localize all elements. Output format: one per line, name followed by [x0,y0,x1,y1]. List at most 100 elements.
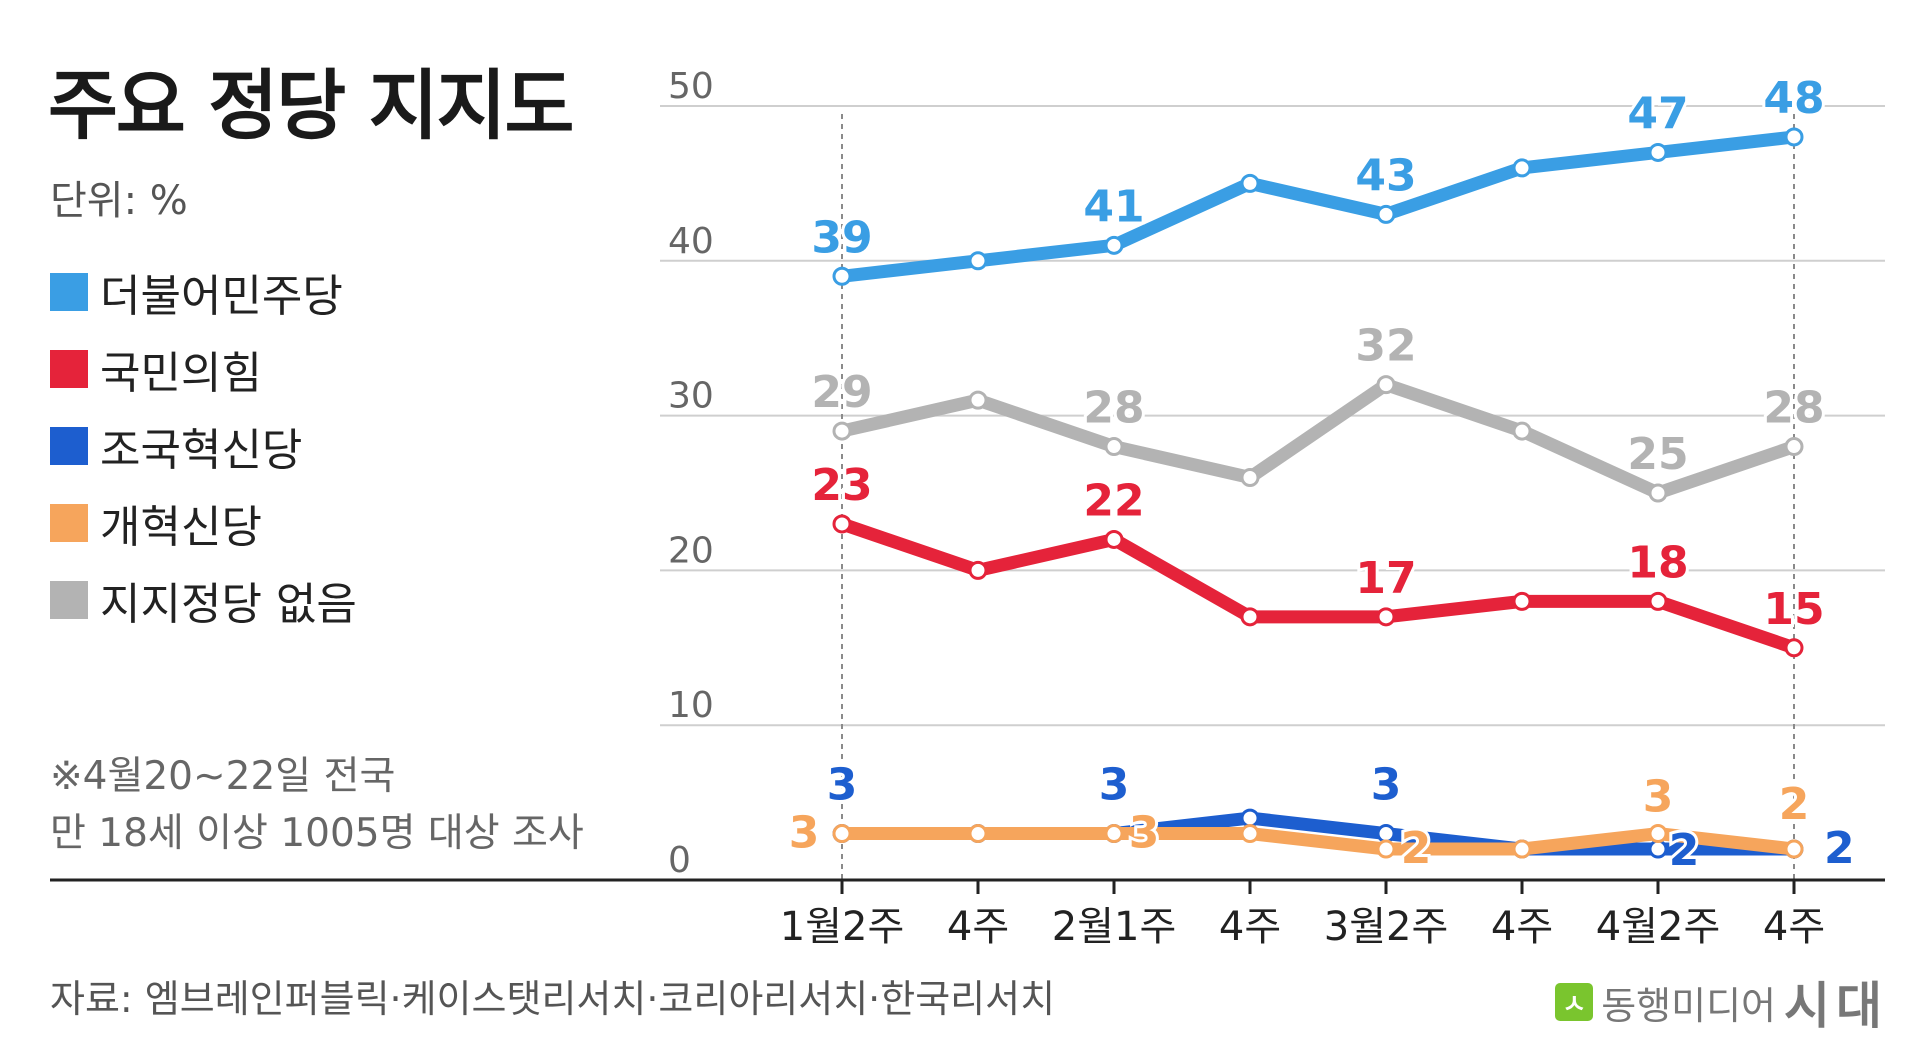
data-point [1512,591,1532,611]
data-point [1104,529,1124,549]
data-point [1240,468,1260,488]
data-label: 48 [1763,73,1824,124]
legend-label: 개혁신당 [100,501,262,553]
legend-label: 지지정당 없음 [100,578,357,630]
data-point [1648,824,1668,844]
x-tick-label: 4주 [1491,904,1553,950]
data-point [1784,638,1804,658]
data-point [1240,173,1260,193]
data-label: 43 [1355,150,1416,201]
data-label: 32 [1355,321,1416,372]
data-point [1784,437,1804,457]
source-credit: 자료: 엠브레인퍼블릭·케이스탯리서치·코리아리서치·한국리서치 [50,977,1056,1021]
data-point [968,560,988,580]
data-label: 47 [1627,88,1688,139]
data-point [832,266,852,286]
data-point [1104,437,1124,457]
y-tick-label: 50 [668,66,714,107]
legend-swatch [50,503,88,542]
data-label: 17 [1355,553,1416,604]
data-point [1648,839,1668,859]
data-point [1648,591,1668,611]
y-tick-label: 0 [668,840,691,881]
legend-swatch [50,272,88,311]
data-point [1240,607,1260,627]
data-label: 2 [1824,823,1855,874]
data-point [1240,824,1260,844]
legend-label: 더불어민주당 [100,270,343,322]
brand-name: 동행미디어 [1601,983,1776,1028]
data-label: 2 [1401,823,1432,874]
legend-item-reform: 개혁신당 [50,484,357,561]
brand-logo: ㅅ 동행미디어 시대 [1555,966,1888,1038]
data-label: 18 [1627,537,1688,588]
y-tick-label: 10 [668,685,714,726]
x-tick-label: 4주 [947,904,1009,950]
legend-item-none: 지지정당 없음 [50,561,357,638]
legend: 더불어민주당 국민의힘 조국혁신당 개혁신당 지지정당 없음 [50,253,357,638]
legend-label: 국민의힘 [100,347,262,399]
x-tick-label: 2월1주 [1052,904,1177,950]
data-point [1512,839,1532,859]
series-line [835,378,1801,500]
data-label: 29 [811,367,872,418]
data-point [1376,607,1396,627]
series-line [835,517,1801,655]
data-point [968,390,988,410]
data-point [832,824,852,844]
legend-item-rebuilding: 조국혁신당 [50,407,357,484]
y-tick-label: 30 [668,376,714,417]
data-label: 39 [811,212,872,263]
data-label: 23 [811,460,872,511]
x-tick-label: 4주 [1219,904,1281,950]
survey-note-line: 만 18세 이상 1005명 대상 조사 [50,811,584,856]
data-point [1648,483,1668,503]
y-tick-label: 20 [668,530,714,571]
legend-swatch [50,580,88,619]
legend-item-ppp: 국민의힘 [50,330,357,407]
unit-label: 단위: % [50,178,188,224]
data-label: 2 [1779,779,1810,830]
survey-note-line: ※4월20~22일 전국 [50,754,396,799]
data-point [1784,839,1804,859]
data-label: 15 [1763,584,1824,635]
data-point [1240,808,1260,828]
legend-swatch [50,426,88,465]
data-label: 3 [789,808,820,859]
data-label: 3 [1099,760,1130,811]
data-label: 22 [1083,475,1144,526]
data-point [968,251,988,271]
data-point [1104,824,1124,844]
brand-wordmark: 시대 [1784,977,1888,1035]
data-label: 3 [1129,808,1160,859]
data-label: 28 [1763,383,1824,434]
data-label: 2 [1669,825,1700,876]
data-point [1104,235,1124,255]
legend-swatch [50,349,88,388]
data-label: 3 [1643,772,1674,823]
data-point [1376,839,1396,859]
legend-item-democratic: 더불어민주당 [50,253,357,330]
data-point [1784,127,1804,147]
data-point [1512,421,1532,441]
series-line [835,827,1801,856]
data-label: 3 [827,760,858,811]
data-label: 41 [1083,181,1144,232]
data-point [1376,824,1396,844]
brand-icon: ㅅ [1555,983,1594,1021]
series-line [835,130,1801,283]
data-point [1376,375,1396,395]
data-label: 25 [1627,429,1688,480]
data-point [1376,204,1396,224]
data-point [1648,142,1668,162]
survey-note: ※4월20~22일 전국 만 18세 이상 1005명 대상 조사 [50,748,584,862]
y-tick-label: 40 [668,221,714,262]
legend-label: 조국혁신당 [100,424,303,476]
x-tick-label: 4주 [1763,904,1825,950]
data-point [832,421,852,441]
data-point [832,514,852,534]
x-tick-label: 1월2주 [780,904,905,950]
data-point [968,824,988,844]
x-tick-label: 3월2주 [1324,904,1449,950]
